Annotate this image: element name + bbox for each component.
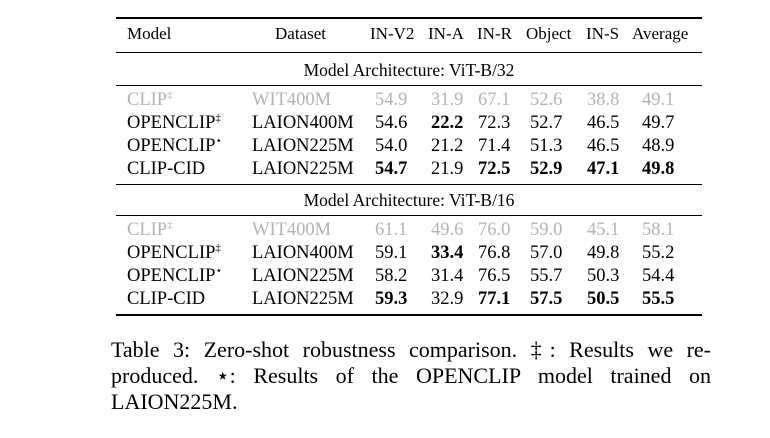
dataset-cell: LAION400M <box>252 243 354 263</box>
dataset-cell: LAION225M <box>252 289 354 309</box>
value-cell: 50.3 <box>587 266 620 286</box>
value-cell: 58.1 <box>642 220 675 240</box>
header-in-v2: IN-V2 <box>370 24 415 43</box>
value-cell: 76.5 <box>478 266 511 286</box>
value-cell: 55.7 <box>530 266 563 286</box>
table-row: OPENCLIP‡ LAION400M 54.6 22.2 72.3 52.7 … <box>0 112 770 137</box>
value-cell: 58.2 <box>375 266 408 286</box>
value-cell: 46.5 <box>587 113 620 133</box>
header-model: Model <box>127 24 172 43</box>
value-cell: 52.7 <box>530 113 563 133</box>
value-cell-best: 33.4 <box>431 243 464 263</box>
caption-line-1: Table 3: Zero-shot robustness comparison… <box>111 337 711 362</box>
value-cell-best: 57.5 <box>530 289 563 309</box>
header-dataset: Dataset <box>275 24 326 43</box>
value-cell: 38.8 <box>587 90 620 110</box>
value-cell: 31.4 <box>431 266 464 286</box>
dataset-cell: LAION225M <box>252 159 354 179</box>
section-title-vit-b32: Model Architecture: ViT-B/32 <box>303 60 515 80</box>
header-in-s: IN-S <box>586 24 620 43</box>
value-cell: 51.3 <box>530 136 563 156</box>
value-cell: 54.4 <box>642 266 675 286</box>
value-cell-best: 50.5 <box>587 289 620 309</box>
dataset-cell: LAION225M <box>252 136 354 156</box>
caption-line-2: produced. ⋆: Results of the OPENCLIP mod… <box>111 363 711 388</box>
header-object: Object <box>526 24 572 43</box>
header-average: Average <box>632 24 689 43</box>
model-name: CLIP <box>127 90 168 110</box>
table-row: OPENCLIP⋆ LAION225M 58.2 31.4 76.5 55.7 … <box>0 265 770 290</box>
table-top-rule <box>116 17 702 19</box>
value-cell: 49.7 <box>642 113 675 133</box>
value-cell-best: 54.7 <box>375 159 408 179</box>
header-in-a: IN-A <box>428 24 464 43</box>
table-row: CLIP-CID LAION225M 54.7 21.9 72.5 52.9 4… <box>0 159 770 183</box>
value-cell-best: 49.8 <box>642 159 675 179</box>
value-cell: 59.1 <box>375 243 408 263</box>
value-cell: 49.8 <box>587 243 620 263</box>
model-name: OPENCLIP <box>127 243 216 263</box>
value-cell: 71.4 <box>478 136 511 156</box>
value-cell: 46.5 <box>587 136 620 156</box>
value-cell: 21.9 <box>431 159 464 179</box>
value-cell: 76.8 <box>478 243 511 263</box>
value-cell: 32.9 <box>431 289 464 309</box>
section-title-vit-b16: Model Architecture: ViT-B/16 <box>303 190 515 210</box>
value-cell-best: 47.1 <box>587 159 620 179</box>
caption-line-3: LAION225M. <box>111 389 238 414</box>
dataset-cell: LAION400M <box>252 113 354 133</box>
value-cell: 45.1 <box>587 220 620 240</box>
value-cell: 49.6 <box>431 220 464 240</box>
value-cell: 67.1 <box>478 90 511 110</box>
header-rule <box>116 52 702 53</box>
value-cell: 57.0 <box>530 243 563 263</box>
value-cell: 54.0 <box>375 136 408 156</box>
model-name: CLIP <box>127 220 168 240</box>
value-cell: 55.2 <box>642 243 675 263</box>
value-cell: 31.9 <box>431 90 464 110</box>
model-name: OPENCLIP <box>127 113 216 133</box>
value-cell-best: 52.9 <box>530 159 563 179</box>
reproduced-mark: ‡ <box>215 112 221 124</box>
table-row: CLIP-CID LAION225M 59.3 32.9 77.1 57.5 5… <box>0 289 770 313</box>
table-row: OPENCLIP‡ LAION400M 59.1 33.4 76.8 57.0 … <box>0 242 770 267</box>
value-cell: 59.0 <box>530 220 563 240</box>
dataset-cell: WIT400M <box>252 220 332 240</box>
section2-title-rule <box>116 215 702 216</box>
model-name: OPENCLIP <box>127 136 216 156</box>
model-name: CLIP-CID <box>127 159 206 179</box>
table-caption: Table 3: Zero-shot robustness comparison… <box>111 337 711 415</box>
dataset-cell: LAION225M <box>252 266 354 286</box>
value-cell: 52.6 <box>530 90 563 110</box>
model-name: OPENCLIP <box>127 266 216 286</box>
section-divider-rule <box>116 184 702 185</box>
value-cell: 54.9 <box>375 90 408 110</box>
value-cell-best: 22.2 <box>431 113 464 133</box>
value-cell: 21.2 <box>431 136 464 156</box>
reproduced-mark: ‡ <box>215 242 221 254</box>
dataset-cell: WIT400M <box>252 90 332 110</box>
model-name: CLIP-CID <box>127 289 206 309</box>
value-cell: 48.9 <box>642 136 675 156</box>
value-cell: 76.0 <box>478 220 511 240</box>
table-row: CLIP‡ WIT400M 54.9 31.9 67.1 52.6 38.8 4… <box>0 89 770 114</box>
value-cell: 49.1 <box>642 90 675 110</box>
laion225m-mark: ⋆ <box>215 265 223 277</box>
value-cell: 61.1 <box>375 220 408 240</box>
value-cell: 72.3 <box>478 113 511 133</box>
reproduced-mark: ‡ <box>167 89 173 101</box>
value-cell: 54.6 <box>375 113 408 133</box>
value-cell-best: 77.1 <box>478 289 511 309</box>
value-cell-best: 59.3 <box>375 289 408 309</box>
header-in-r: IN-R <box>477 24 512 43</box>
table-row: OPENCLIP⋆ LAION225M 54.0 21.2 71.4 51.3 … <box>0 135 770 160</box>
laion225m-mark: ⋆ <box>215 135 223 147</box>
table-bottom-rule <box>116 314 702 316</box>
value-cell-best: 72.5 <box>478 159 511 179</box>
value-cell-best: 55.5 <box>642 289 675 309</box>
reproduced-mark: ‡ <box>167 219 173 231</box>
table-row: CLIP‡ WIT400M 61.1 49.6 76.0 59.0 45.1 5… <box>0 219 770 244</box>
section1-title-rule <box>116 85 702 86</box>
